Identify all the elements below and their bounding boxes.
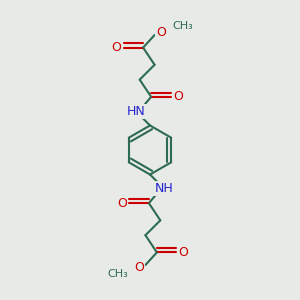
Text: HN: HN: [127, 105, 146, 118]
Text: CH₃: CH₃: [172, 22, 193, 32]
Text: O: O: [134, 261, 144, 274]
Text: CH₃: CH₃: [107, 268, 128, 278]
Text: O: O: [178, 246, 188, 259]
Text: O: O: [117, 197, 127, 210]
Text: O: O: [156, 26, 166, 39]
Text: O: O: [112, 41, 122, 54]
Text: NH: NH: [154, 182, 173, 195]
Text: O: O: [173, 90, 183, 103]
